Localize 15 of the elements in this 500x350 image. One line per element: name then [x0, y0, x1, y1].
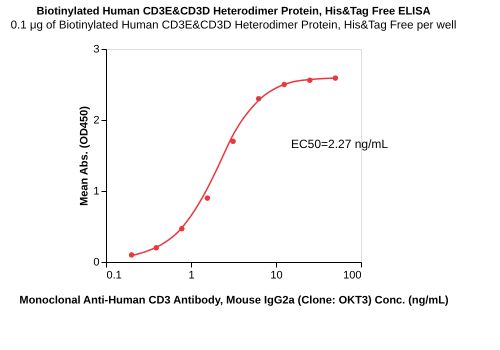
y-tick-label: 2: [93, 114, 100, 126]
x-axis-title: Monoclonal Anti-Human CD3 Antibody, Mouse IgG2a (Clone: OKT3) Conc. (ng/mL): [19, 294, 449, 306]
x-tick-label: 0.1: [106, 270, 122, 282]
chart-title: Biotinylated Human CD3E&CD3D Heterodimer Protein, His&Tag Free ELISA: [36, 6, 431, 18]
y-axis-title: Mean Abs. (OD450): [78, 106, 90, 206]
point: [230, 138, 236, 144]
x-tick-label: 1: [188, 270, 195, 282]
annotation: EC50=2.27 ng/mL: [291, 137, 388, 151]
y-tick-label: 1: [93, 186, 100, 198]
x-tick-label: 10: [270, 270, 283, 282]
chart-subtitle: 0.1 μg of Biotinylated Human CD3E&CD3D Heterodimer Protein, His&Tag Free per well: [10, 20, 456, 32]
y-tick-label: 0: [93, 256, 100, 268]
point: [204, 195, 210, 201]
y-tick-label: 3: [93, 44, 100, 56]
x-tick-label: 100: [343, 270, 362, 282]
